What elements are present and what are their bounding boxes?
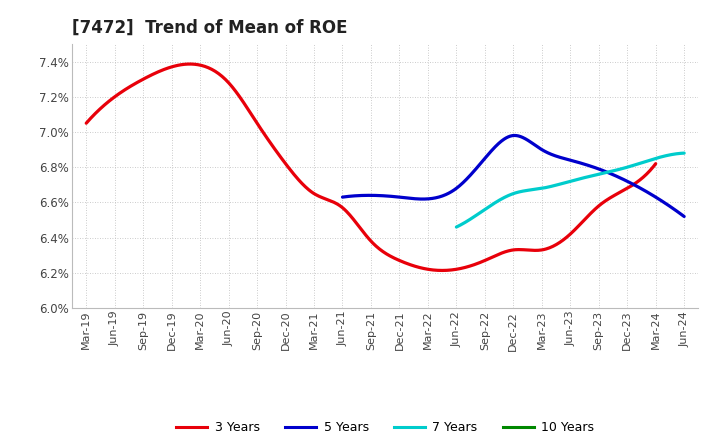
Text: [7472]  Trend of Mean of ROE: [7472] Trend of Mean of ROE [72, 19, 348, 37]
3 Years [391, 256, 400, 261]
5 Years [500, 136, 509, 141]
5 Years [503, 135, 511, 140]
3 Years [551, 242, 559, 248]
Line: 7 Years: 7 Years [456, 153, 684, 227]
7 Years [562, 180, 570, 185]
5 Years [619, 177, 628, 182]
3 Years [438, 268, 446, 273]
Line: 5 Years: 5 Years [343, 136, 684, 216]
7 Years [680, 150, 688, 156]
7 Years [575, 176, 584, 181]
7 Years [675, 151, 683, 156]
7 Years [588, 173, 596, 179]
5 Years [523, 138, 532, 143]
3 Years [354, 222, 362, 227]
3 Years [357, 227, 366, 232]
Line: 3 Years: 3 Years [86, 64, 656, 271]
3 Years [640, 174, 649, 179]
5 Years [542, 150, 551, 155]
5 Years [510, 133, 518, 138]
3 Years [82, 121, 91, 126]
3 Years [652, 161, 660, 166]
7 Years [452, 224, 461, 230]
5 Years [338, 194, 347, 200]
5 Years [672, 209, 681, 214]
7 Years [639, 160, 647, 165]
3 Years [422, 266, 431, 271]
3 Years [186, 62, 194, 67]
5 Years [680, 214, 688, 219]
7 Years [560, 180, 569, 186]
Legend: 3 Years, 5 Years, 7 Years, 10 Years: 3 Years, 5 Years, 7 Years, 10 Years [171, 416, 599, 439]
